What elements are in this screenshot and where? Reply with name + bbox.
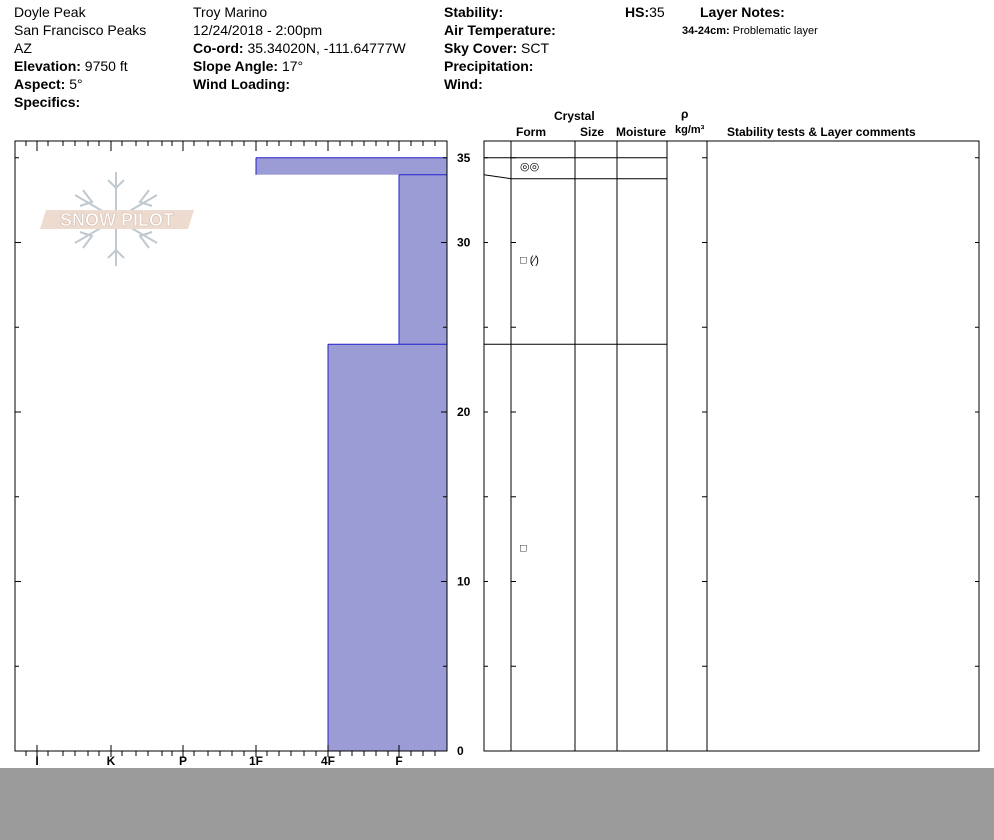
layer-boundary-connector (483, 174, 512, 180)
height-tick-label: 30 (457, 236, 471, 250)
air-temp-label: Air Temperature: (444, 22, 556, 38)
layer-note: 34-24cm: Problematic layer (682, 22, 818, 40)
grain-form-symbol: ◎◎ (520, 161, 539, 173)
hardness-bar (328, 344, 447, 751)
wind-loading-label: Wind Loading: (193, 76, 291, 92)
aspect-value: 5° (69, 76, 83, 92)
wind-label: Wind: (444, 76, 483, 92)
slope-label: Slope Angle: (193, 58, 279, 74)
range-name: San Francisco Peaks (14, 22, 147, 38)
hardness-tick-label: P (179, 754, 187, 768)
hardness-bar (256, 157, 447, 175)
aspect-label: Aspect: (14, 76, 66, 92)
hardness-tick-label: F (395, 754, 402, 768)
sky-value: SCT (521, 40, 550, 56)
sky-row: Sky Cover: SCT (444, 39, 549, 57)
coord-label: Co-ord: (193, 40, 244, 56)
hardness-tick-label: 4F (321, 754, 335, 768)
hs-value: 35 (649, 4, 665, 20)
rho-header: ρ (681, 107, 689, 121)
layer-note-range: 34-24cm: (682, 25, 730, 37)
density-unit-header: kg/m³ (675, 124, 705, 136)
logo-text: SNOW PILOT (60, 210, 174, 230)
layer-table-frame (483, 140, 980, 752)
form-header: Form (516, 125, 546, 139)
grain-form-symbol: □ (520, 543, 527, 555)
specifics-label: Specifics: (14, 94, 81, 110)
footer-bar (0, 768, 994, 840)
size-header: Size (580, 125, 605, 139)
elevation-value: 9750 ft (84, 58, 128, 74)
coord-row: Co-ord: 35.34020N, -111.64777W (193, 39, 406, 57)
snow-profile-chart: SNOW PILOT I K P 1F 4F F 0 10 20 30 35 ◎◎ □ (⁄) □ (14, 140, 980, 768)
moisture-header: Moisture (616, 125, 667, 139)
hardness-tick-label: I (35, 754, 38, 768)
hardness-bar (399, 174, 447, 345)
hs-row: HS:35 (625, 3, 665, 21)
grain-form-symbol: □ (⁄) (520, 254, 539, 266)
coord-value: 35.34020N, -111.64777W (247, 40, 406, 56)
location-name: Doyle Peak (14, 4, 86, 20)
observation-datetime: 12/24/2018 - 2:00pm (193, 22, 323, 38)
hardness-tick-label: 1F (249, 754, 263, 768)
height-tick-label: 35 (457, 151, 471, 165)
slope-row: Slope Angle: 17° (193, 57, 303, 75)
slope-value: 17° (281, 58, 304, 74)
precip-label: Precipitation: (444, 58, 534, 74)
stability-tests-header: Stability tests & Layer comments (727, 125, 916, 139)
height-tick-label: 0 (457, 744, 464, 758)
crystal-header: Crystal (554, 109, 595, 123)
stability-label: Stability: (444, 4, 504, 20)
elevation-row: Elevation: 9750 ft (14, 57, 128, 75)
hardness-plot-frame (14, 140, 448, 752)
aspect-row: Aspect: 5° (14, 75, 83, 93)
elevation-label: Elevation: (14, 58, 81, 74)
layer-notes-label: Layer Notes: (700, 4, 785, 20)
observer-name: Troy Marino (193, 4, 268, 20)
height-tick-label: 10 (457, 575, 471, 589)
sky-label: Sky Cover: (444, 40, 518, 56)
layer-note-text: Problematic layer (732, 25, 818, 37)
height-tick-label: 20 (457, 405, 471, 419)
state-name: AZ (14, 40, 32, 56)
snowpilot-logo: SNOW PILOT (40, 172, 194, 266)
hardness-tick-label: K (107, 754, 116, 768)
hs-label: HS: (625, 4, 650, 20)
